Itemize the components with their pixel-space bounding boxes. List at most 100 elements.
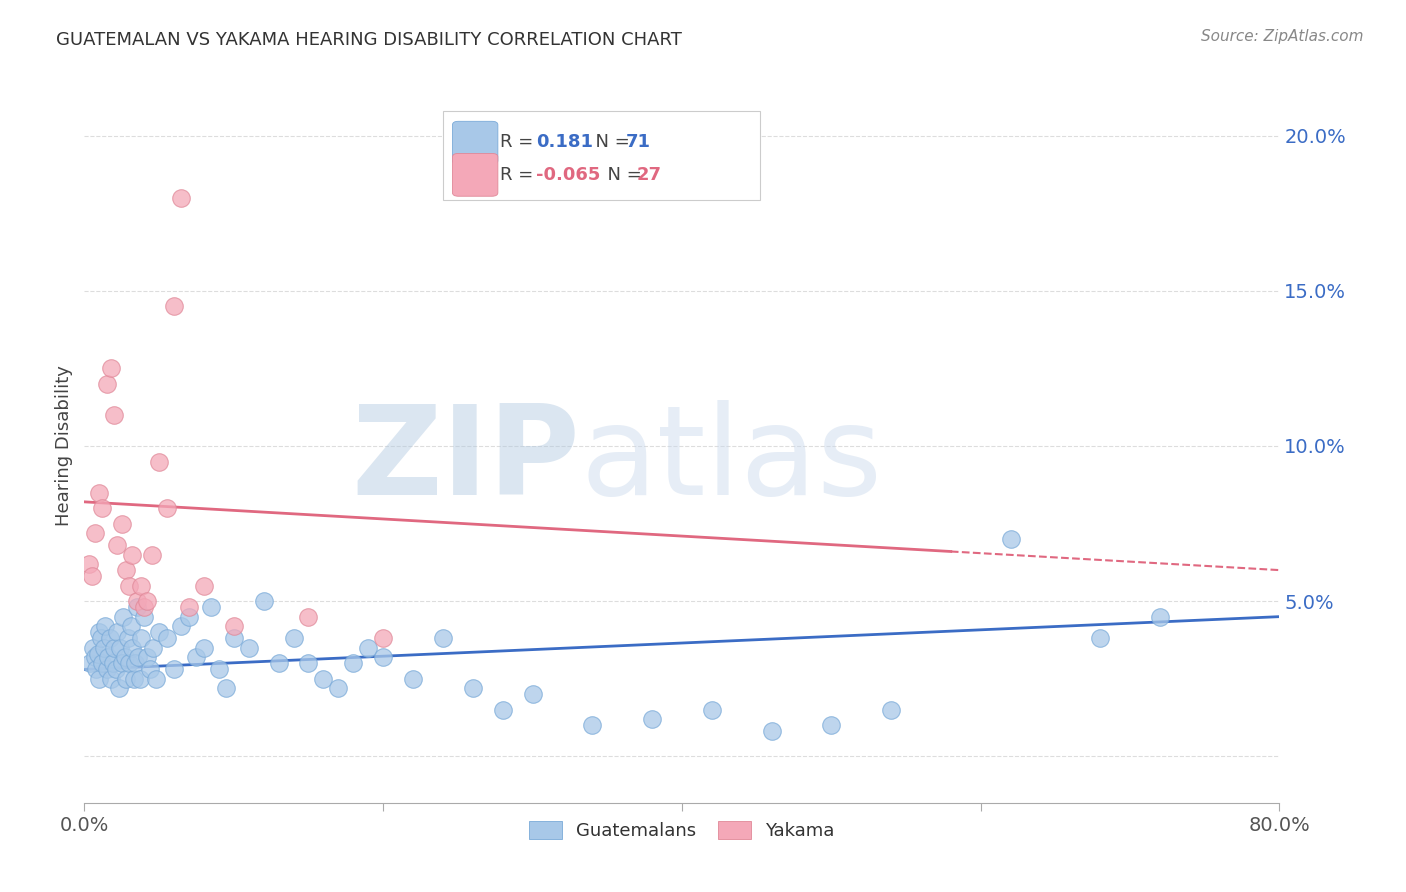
Point	[222, 619, 245, 633]
Point	[402, 672, 425, 686]
Point	[96, 376, 118, 391]
Point	[373, 650, 395, 665]
Point	[432, 632, 454, 646]
Point	[222, 632, 245, 646]
Point	[163, 299, 186, 313]
Point	[170, 619, 193, 633]
Point	[700, 703, 723, 717]
Point	[86, 662, 108, 676]
Legend: Guatemalans, Yakama: Guatemalans, Yakama	[522, 814, 842, 847]
Point	[253, 594, 276, 608]
FancyBboxPatch shape	[443, 111, 759, 200]
Y-axis label: Hearing Disability: Hearing Disability	[55, 366, 73, 526]
Point	[342, 656, 364, 670]
Point	[170, 191, 193, 205]
Point	[215, 681, 238, 695]
Point	[79, 656, 101, 670]
Point	[1090, 632, 1112, 646]
Text: atlas: atlas	[581, 400, 883, 521]
Point	[110, 640, 132, 655]
Point	[118, 656, 141, 670]
Text: Source: ZipAtlas.com: Source: ZipAtlas.com	[1201, 29, 1364, 44]
Point	[82, 640, 104, 655]
Point	[1000, 532, 1022, 546]
Point	[283, 632, 305, 646]
Point	[880, 703, 903, 717]
Point	[91, 656, 114, 670]
Point	[238, 640, 260, 655]
Point	[89, 672, 111, 686]
Point	[103, 640, 125, 655]
Point	[115, 563, 138, 577]
Point	[129, 579, 152, 593]
Point	[132, 600, 156, 615]
Text: GUATEMALAN VS YAKAMA HEARING DISABILITY CORRELATION CHART: GUATEMALAN VS YAKAMA HEARING DISABILITY …	[56, 31, 682, 49]
FancyBboxPatch shape	[453, 153, 498, 196]
Point	[820, 718, 842, 732]
Point	[177, 609, 200, 624]
Point	[1149, 609, 1171, 624]
Point	[522, 687, 544, 701]
Point	[80, 569, 103, 583]
Point	[103, 408, 125, 422]
Text: N =: N =	[596, 166, 647, 184]
Point	[90, 632, 112, 646]
Point	[121, 640, 143, 655]
Point	[641, 712, 664, 726]
Point	[193, 640, 215, 655]
Point	[208, 662, 231, 676]
Point	[163, 662, 186, 676]
Point	[297, 609, 319, 624]
Point	[89, 625, 111, 640]
Point	[96, 662, 118, 676]
Point	[112, 609, 135, 624]
Point	[83, 525, 105, 540]
Point	[125, 594, 148, 608]
Point	[100, 672, 122, 686]
Point	[148, 454, 170, 468]
Point	[100, 361, 122, 376]
Point	[297, 656, 319, 670]
Point	[111, 516, 134, 531]
Point	[98, 632, 121, 646]
Point	[136, 650, 159, 665]
Point	[91, 501, 114, 516]
Text: 0.181: 0.181	[536, 133, 593, 151]
Point	[136, 594, 159, 608]
Point	[129, 632, 152, 646]
Point	[104, 662, 127, 676]
Text: 71: 71	[626, 133, 651, 151]
Point	[186, 650, 208, 665]
Point	[105, 625, 128, 640]
Point	[94, 619, 117, 633]
Point	[114, 650, 136, 665]
Point	[328, 681, 350, 695]
Point	[120, 619, 142, 633]
Point	[107, 681, 129, 695]
Point	[581, 718, 603, 732]
Point	[312, 672, 335, 686]
Point	[155, 632, 177, 646]
Point	[193, 579, 215, 593]
Text: N =: N =	[583, 133, 636, 151]
Point	[83, 650, 105, 665]
Point	[111, 656, 134, 670]
Point	[115, 672, 138, 686]
Point	[101, 656, 124, 670]
Point	[93, 640, 115, 655]
Point	[77, 557, 100, 571]
Point	[267, 656, 290, 670]
Point	[125, 600, 148, 615]
Point	[128, 672, 150, 686]
Text: -0.065: -0.065	[536, 166, 600, 184]
Point	[373, 632, 395, 646]
Point	[139, 662, 162, 676]
Text: R =: R =	[501, 166, 540, 184]
Point	[132, 609, 156, 624]
Point	[357, 640, 380, 655]
Point	[117, 632, 139, 646]
Point	[97, 650, 120, 665]
Point	[492, 703, 515, 717]
Point	[145, 672, 167, 686]
Point	[761, 724, 783, 739]
